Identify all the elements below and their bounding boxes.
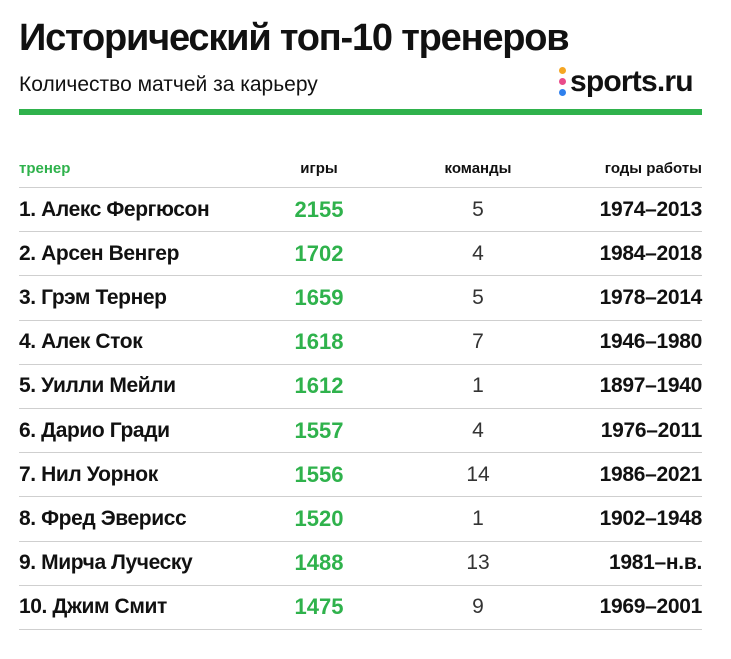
- games-count: 1612: [294, 373, 344, 399]
- coach-name: 10. Джим Смит: [19, 595, 167, 619]
- years-active: 1902–1948: [599, 506, 703, 530]
- teams-count: 4: [472, 418, 484, 442]
- table-row: 5. Уилли Мейли 1612 1 1897–1940: [19, 365, 702, 409]
- table-row: 2. Арсен Венгер 1702 4 1984–2018: [19, 232, 703, 277]
- table-header: тренер игры команды годы работы: [19, 150, 702, 188]
- games-count: 1556: [294, 461, 344, 487]
- chart-title: Исторический топ-10 тренеров: [19, 17, 570, 59]
- logo-dot-3: [559, 89, 566, 96]
- teams-count: 13: [466, 551, 490, 575]
- years-active: 1946–1980: [599, 330, 703, 354]
- accent-divider: [19, 109, 702, 115]
- table-row: 1. Алекс Фергюсон 2155 5 1974–2013: [19, 188, 703, 233]
- header-years: годы работы: [604, 160, 702, 177]
- teams-count: 4: [472, 241, 484, 265]
- table-row: 3. Грэм Тернер 1659 5 1978–2014: [19, 276, 703, 321]
- years-active: 1974–2013: [599, 197, 703, 221]
- teams-count: 1: [472, 506, 484, 530]
- coach-name: 2. Арсен Венгер: [19, 241, 180, 265]
- coach-name: 8. Фред Эверисс: [19, 506, 187, 530]
- years-active: 1984–2018: [599, 241, 703, 265]
- games-count: 1488: [294, 550, 344, 576]
- table-body: 1. Алекс Фергюсон 2155 5 1974–2013 2. Арсен …: [19, 188, 702, 630]
- teams-count: 7: [472, 330, 484, 354]
- games-count: 1659: [294, 284, 344, 310]
- teams-count: 9: [472, 595, 484, 619]
- logo-dot-2: [559, 78, 566, 85]
- table-row: 6. Дарио Гради 1557 4 1976–2011: [19, 409, 703, 454]
- years-active: 1986–2021: [599, 462, 703, 486]
- coach-name: 1. Алекс Фергюсон: [19, 197, 210, 221]
- logo-dots-icon: [558, 65, 567, 99]
- chart-subtitle: Количество матчей за карьеру: [19, 73, 318, 96]
- teams-count: 5: [472, 285, 484, 309]
- teams-count: 14: [466, 462, 490, 486]
- table-row: 4. Алек Сток 1618 7 1946–1980: [19, 321, 702, 365]
- coaches-table: тренер игры команды годы работы 1. Алекс…: [19, 150, 702, 630]
- coach-name: 4. Алек Сток: [19, 330, 143, 354]
- games-count: 1702: [294, 240, 344, 266]
- sports-ru-logo: sports.ru: [558, 62, 694, 102]
- games-count: 1520: [294, 505, 344, 531]
- games-count: 1557: [294, 417, 344, 443]
- teams-count: 5: [472, 197, 484, 221]
- games-count: 1475: [294, 594, 344, 620]
- years-active: 1978–2014: [599, 285, 703, 309]
- years-active: 1981–н.в.: [609, 551, 702, 575]
- table-row: 10. Джим Смит 1475 9 1969–2001: [19, 586, 702, 630]
- logo-dot-1: [559, 67, 566, 74]
- header-games: игры: [300, 160, 338, 177]
- logo-text: sports.ru: [570, 65, 694, 98]
- coach-name: 6. Дарио Гради: [19, 418, 170, 442]
- years-active: 1969–2001: [599, 595, 703, 619]
- coach-name: 5. Уилли Мейли: [19, 374, 176, 398]
- coach-name: 3. Грэм Тернер: [19, 285, 167, 309]
- table-row: 9. Мирча Луческу 1488 13 1981–н.в.: [19, 542, 702, 586]
- table-row: 8. Фред Эверисс 1520 1 1902–1948: [19, 497, 703, 542]
- header-teams: команды: [444, 160, 512, 177]
- coach-name: 7. Нил Уорнок: [19, 462, 158, 486]
- games-count: 2155: [294, 196, 344, 222]
- header-coach: тренер: [19, 160, 71, 177]
- table-row: 7. Нил Уорнок 1556 14 1986–2021: [19, 453, 703, 498]
- games-count: 1618: [294, 329, 344, 355]
- coach-name: 9. Мирча Луческу: [19, 551, 193, 575]
- teams-count: 1: [472, 374, 484, 398]
- years-active: 1976–2011: [600, 418, 703, 442]
- years-active: 1897–1940: [599, 374, 703, 398]
